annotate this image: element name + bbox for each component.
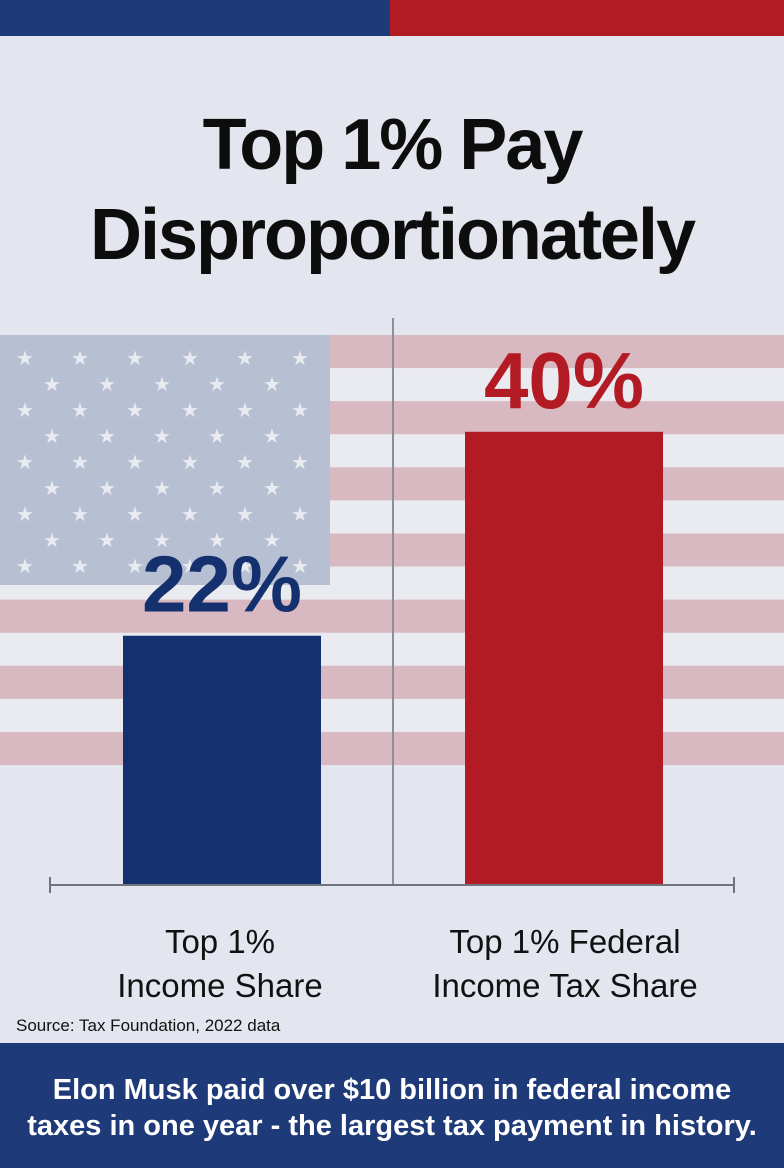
category-label-tax-share: Top 1% Federal Income Tax Share <box>432 923 698 1004</box>
bar-tax-share <box>465 431 663 885</box>
title-line-1: Top 1% Pay <box>202 105 584 185</box>
top-color-bar <box>0 0 784 36</box>
top-bar-blue-segment <box>0 0 390 36</box>
data-label-income-share: 22% <box>142 540 302 629</box>
title-line-2: Disproportionately <box>89 195 696 275</box>
footer-line-2: taxes in one year - the largest tax paym… <box>27 1110 757 1142</box>
bar-chart: 22% 40% <box>49 318 735 893</box>
footer-banner: Elon Musk paid over $10 billion in feder… <box>0 1043 784 1168</box>
category-label-income-share: Top 1% Income Share <box>117 923 323 1004</box>
top-bar-red-segment <box>390 0 784 36</box>
bar-income-share <box>123 635 321 885</box>
source-note: Source: Tax Foundation, 2022 data <box>16 1016 281 1035</box>
footer-line-1: Elon Musk paid over $10 billion in feder… <box>52 1074 732 1106</box>
data-label-tax-share: 40% <box>484 336 644 425</box>
chart-title: Top 1% Pay Disproportionately <box>0 100 784 280</box>
